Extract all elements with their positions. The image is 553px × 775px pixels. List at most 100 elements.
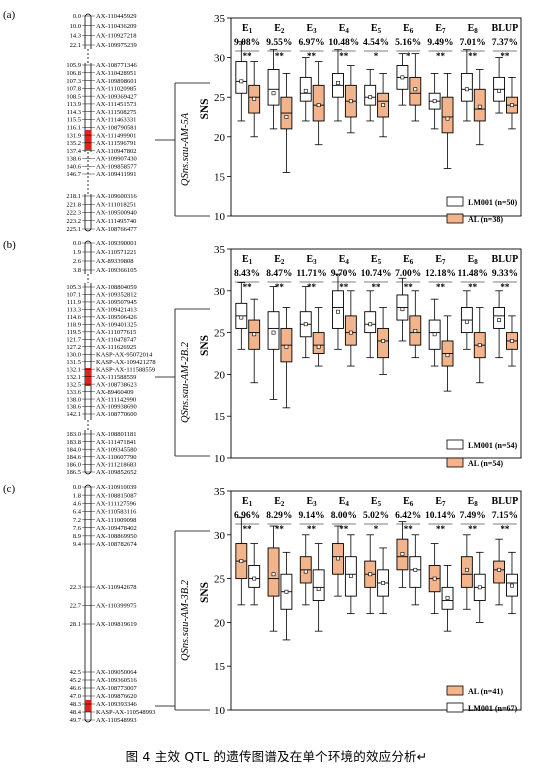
panel-2-marker-position: 183.0 [66, 431, 81, 438]
panel-3-marker-position: 46.6 [70, 685, 82, 692]
panel-2-significance: ** [339, 282, 349, 292]
panel-2-legend-label: LM001 (n=54) [468, 441, 518, 450]
panel-1-significance: ** [500, 51, 510, 61]
panel-1-marker-name: AX-108766477 [96, 226, 138, 233]
panel-3-box-mean [316, 587, 321, 592]
panel-1-marker-position: 146.7 [66, 171, 81, 178]
panel-1-marker-name: AX-110428951 [96, 70, 137, 77]
panel-2-box [377, 327, 390, 359]
panel-1-marker-position: 0.0 [73, 13, 81, 20]
panel-3-marker-position: 22.3 [70, 584, 81, 591]
panel-3-significance: * [374, 524, 379, 534]
panel-1-box [460, 72, 473, 102]
panel-3-y-tick-label: 20 [214, 617, 226, 629]
panel-3-marker-name: AX-108782674 [96, 541, 138, 548]
panel-2-box [493, 307, 506, 329]
panel-3-box-mean [239, 559, 244, 563]
panel-2-marker-position: 111.9 [67, 299, 81, 306]
panel-2-label: (b) [3, 239, 16, 251]
panel-1-pve-value: 7.37% [492, 38, 518, 48]
panel-1-env-label: E4 [339, 23, 350, 35]
panel-1-box [235, 61, 248, 94]
panel-3-marker-name: AX-109876620 [96, 693, 137, 700]
panel-1-marker-position: 218.1 [66, 193, 81, 200]
panel-3-y-tick-label: 35 [214, 486, 226, 498]
panel-2-marker-name: AX-109345580 [96, 446, 137, 453]
panel-2-env-label: E7 [435, 254, 446, 266]
panel-1-marker-name: AX-108771346 [96, 62, 138, 69]
panel-1-y-axis-label: SNS [199, 98, 211, 119]
panel-2-y-tick-label: 15 [214, 411, 226, 423]
panel-1-marker-name: AX-109369427 [96, 93, 138, 100]
panel-1-significance: ** [307, 51, 317, 61]
panel-1-marker-position: 135.2 [66, 140, 81, 147]
panel-1-box [441, 96, 454, 134]
panel-3-marker-position: 6.4 [73, 509, 82, 516]
panel-2-marker-position: 138.6 [66, 404, 81, 411]
panel-2-box [312, 332, 325, 354]
panel-2-marker-position: 132.5 [66, 381, 81, 388]
panel-2-pve-value: 10.74% [361, 269, 392, 279]
panel-3-box-mean [303, 569, 308, 574]
panel-3-marker-position: 9.4 [73, 541, 82, 548]
panel-3-box [493, 560, 506, 584]
panel-2-box-mean [432, 332, 437, 337]
panel-2-env-label: BLUP [492, 254, 519, 265]
panel-1-marker-position: 14.3 [70, 33, 81, 40]
panel-3-marker-position: 48.4 [70, 709, 82, 716]
panel-3-marker-position: 42.5 [70, 669, 81, 676]
panel-2-marker-name: AX-109507945 [96, 299, 137, 306]
panel-1-marker-name: AX-111463331 [96, 117, 136, 124]
panel-3-env-label: E1 [242, 496, 253, 508]
panel-2-marker-position: 138.0 [66, 396, 81, 403]
panel-2-pve-value: 9.70% [331, 269, 357, 279]
panel-1-marker-position: 138.6 [66, 156, 81, 163]
panel-1-marker-position: 223.2 [66, 218, 81, 225]
panel-2-marker-name: AX-109401325 [96, 322, 137, 329]
panel-2-plot-frame [230, 248, 522, 459]
panel-3-marker-name: AX-109050064 [96, 669, 138, 676]
panel-2-marker-position: 186.5 [66, 469, 81, 476]
panel-3-env-label: E2 [274, 496, 285, 508]
panel-1-marker-position: 113.9 [67, 101, 81, 108]
panel-3-marker-position: 48.3 [70, 701, 81, 708]
panel-3-marker-name: KASP-AX-110548993 [96, 709, 155, 716]
panel-3-significance: ** [243, 524, 253, 534]
panel-2-marker-name: AX-109352812 [96, 292, 137, 299]
panel-3-pve-value: 5.02% [363, 511, 389, 521]
panel-3-marker-position: 1.8 [73, 492, 81, 499]
panel-2-y-tick-label: 30 [214, 286, 226, 298]
panel-1-pve-value: 4.54% [363, 38, 389, 48]
panel-3-env-label: E4 [339, 496, 350, 508]
panel-2-significance: ** [307, 282, 317, 292]
panel-1-marker-position: 137.4 [66, 148, 81, 155]
panel-2-marker-name: AX-108801181 [96, 431, 137, 438]
panel-3-marker-name: AX-110548993 [96, 717, 137, 724]
panel-2-marker-name: AX-108770600 [96, 411, 137, 418]
panel-3-y-tick-label: 30 [214, 530, 226, 542]
panel-3-box-mean [348, 574, 353, 578]
panel-1-marker-name: AX-111020985 [96, 86, 136, 93]
panel-1-marker-name: AX-109907430 [96, 156, 137, 163]
panel-3-legend-label: AL (n=41) [468, 687, 503, 696]
panel-1-env-label: BLUP [492, 23, 519, 34]
panel-2-marker-name: AX-110478747 [96, 336, 137, 343]
panel-3-pve-value: 7.49% [460, 511, 486, 521]
panel-2-marker-position: 107.1 [66, 292, 81, 299]
panel-1-env-label: E1 [242, 23, 253, 35]
panel-3-label: (c) [3, 483, 16, 495]
panel-2-marker-name: AX-111142990 [96, 396, 136, 403]
panel-2-significance: ** [468, 282, 478, 292]
panel-1-significance: ** [339, 51, 349, 61]
panel-1-marker-name: AX-110947802 [96, 148, 137, 155]
panel-2-box-mean [271, 330, 276, 335]
panel-1-marker-name: AX-111495740 [96, 218, 136, 225]
panel-2-marker-name: AX-109421413 [96, 307, 137, 314]
panel-3-significance: ** [500, 524, 510, 534]
panel-3-legend-swatch [446, 685, 464, 696]
panel-1-y-tick-label: 35 [214, 13, 226, 25]
panel-2-env-label: E3 [306, 254, 317, 266]
panel-2-significance: ** [500, 282, 510, 292]
panel-3-box-mean [368, 572, 373, 577]
panel-1-marker-position: 106.8 [66, 70, 81, 77]
